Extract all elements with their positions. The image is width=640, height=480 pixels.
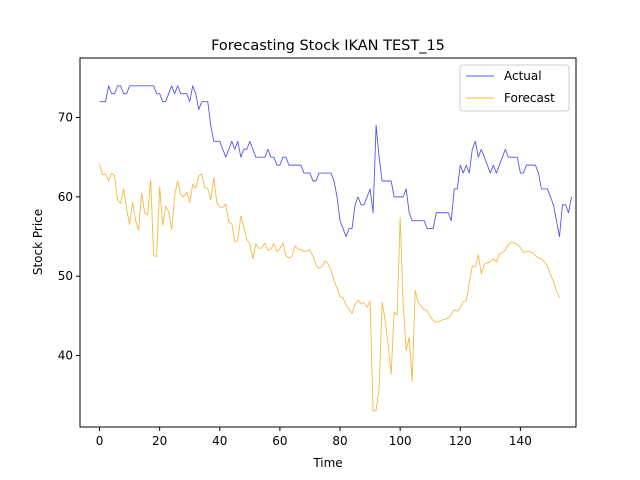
y-tick-label: 70 (58, 111, 73, 125)
legend: Actual Forecast (459, 64, 570, 112)
legend-label-forecast: Forecast (504, 91, 555, 105)
x-tick-label: 120 (449, 434, 472, 448)
y-tick-label: 60 (58, 190, 73, 204)
x-tick-label: 40 (212, 434, 227, 448)
series-line-actual (99, 85, 572, 238)
plot-area (99, 85, 572, 412)
x-tick-label: 0 (96, 434, 104, 448)
chart-title: Forecasting Stock IKAN TEST_15 (211, 38, 445, 54)
x-tick-label: 100 (389, 434, 412, 448)
x-tick-label: 140 (509, 434, 532, 448)
x-axis-title: Time (312, 456, 342, 470)
legend-label-actual: Actual (504, 69, 542, 83)
y-axis: 40 50 60 70 (58, 111, 80, 363)
axes-frame (79, 57, 577, 428)
series-line-forecast (99, 163, 560, 412)
y-tick-label: 40 (58, 349, 73, 363)
y-tick-label: 50 (58, 269, 73, 283)
x-axis: 0 20 40 60 80 100 120 140 (96, 427, 532, 448)
x-tick-label: 60 (272, 434, 287, 448)
y-axis-title: Stock Price (31, 209, 45, 275)
x-tick-label: 20 (152, 434, 167, 448)
x-tick-label: 80 (332, 434, 347, 448)
